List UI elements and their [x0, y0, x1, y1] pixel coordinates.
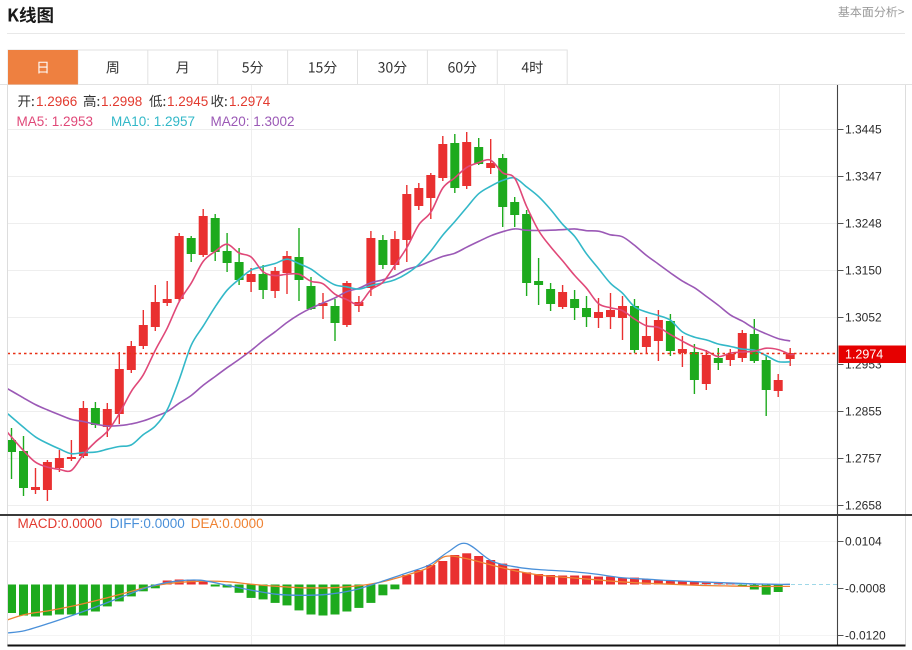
svg-text:1.3445: 1.3445: [845, 123, 882, 137]
svg-text:1.2855: 1.2855: [845, 405, 882, 419]
svg-text:-0.0120: -0.0120: [845, 629, 886, 643]
svg-text:1.2974: 1.2974: [229, 94, 271, 109]
svg-text:1.3052: 1.3052: [845, 311, 882, 325]
svg-text:1.2974: 1.2974: [845, 348, 883, 362]
svg-text:DEA:0.0000: DEA:0.0000: [191, 516, 264, 531]
svg-text:MACD:0.0000: MACD:0.0000: [18, 516, 103, 531]
svg-text:0.0104: 0.0104: [845, 535, 882, 549]
svg-text:DIFF:0.0000: DIFF:0.0000: [110, 516, 185, 531]
svg-text:1.2998: 1.2998: [101, 94, 142, 109]
svg-text:1.2757: 1.2757: [845, 452, 882, 466]
svg-text:-0.0008: -0.0008: [845, 582, 886, 596]
svg-text:MA10: 1.2957: MA10: 1.2957: [111, 114, 195, 129]
svg-text:1.3150: 1.3150: [845, 264, 882, 278]
svg-text:1.3248: 1.3248: [845, 217, 882, 231]
svg-text:MA20: 1.3002: MA20: 1.3002: [211, 114, 295, 129]
svg-text:1.2945: 1.2945: [167, 94, 208, 109]
svg-text:MA5: 1.2953: MA5: 1.2953: [17, 114, 94, 129]
svg-text:1.3347: 1.3347: [845, 170, 882, 184]
svg-text:1.2966: 1.2966: [36, 94, 77, 109]
svg-text:1.2658: 1.2658: [845, 499, 882, 513]
